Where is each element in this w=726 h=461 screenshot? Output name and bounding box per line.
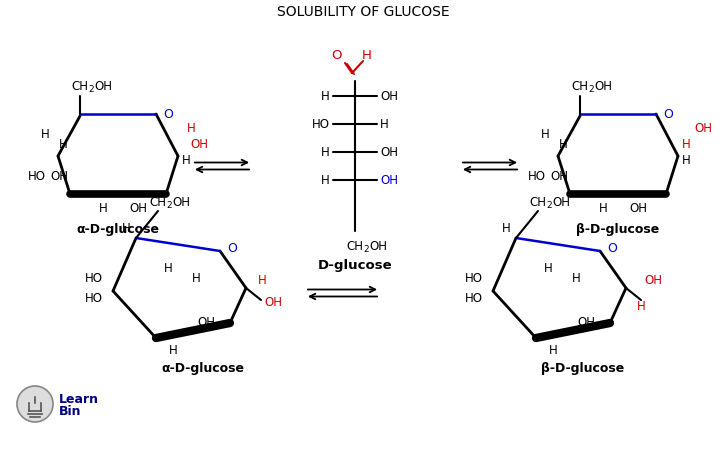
- Text: OH: OH: [129, 201, 147, 214]
- Text: 2: 2: [546, 201, 552, 209]
- Text: OH: OH: [172, 195, 190, 208]
- Text: H: H: [192, 272, 200, 284]
- Text: α-D-glucose: α-D-glucose: [76, 223, 160, 236]
- Text: OH: OH: [550, 170, 568, 183]
- Text: H: H: [59, 137, 68, 150]
- Text: HO: HO: [312, 118, 330, 130]
- Text: α-D-glucose: α-D-glucose: [161, 361, 245, 374]
- Text: H: H: [258, 273, 266, 286]
- Text: H: H: [182, 154, 190, 167]
- Text: O: O: [663, 107, 673, 120]
- Text: CH: CH: [529, 195, 547, 208]
- Text: CH: CH: [571, 81, 589, 94]
- Text: OH: OH: [197, 317, 215, 330]
- Text: H: H: [541, 128, 550, 141]
- Text: H: H: [682, 137, 690, 150]
- Text: HO: HO: [528, 170, 546, 183]
- Text: H: H: [502, 221, 510, 235]
- Text: OH: OH: [644, 273, 662, 286]
- Text: HO: HO: [465, 272, 483, 285]
- Text: HO: HO: [85, 292, 103, 306]
- Text: O: O: [227, 242, 237, 255]
- Text: H: H: [544, 261, 552, 274]
- Text: 2: 2: [363, 244, 369, 254]
- Text: H: H: [571, 272, 580, 284]
- Text: OH: OH: [577, 317, 595, 330]
- Text: CH: CH: [346, 240, 364, 253]
- Text: OH: OH: [629, 201, 647, 214]
- Text: O: O: [332, 49, 342, 63]
- Text: H: H: [549, 344, 558, 357]
- Text: CH: CH: [150, 195, 166, 208]
- Text: H: H: [168, 344, 177, 357]
- Text: D-glucose: D-glucose: [318, 260, 392, 272]
- Text: O: O: [607, 242, 617, 255]
- Text: H: H: [599, 201, 608, 214]
- Text: β-D-glucose: β-D-glucose: [576, 223, 660, 236]
- Text: H: H: [187, 122, 195, 135]
- Text: OH: OH: [190, 137, 208, 150]
- Text: H: H: [41, 128, 49, 141]
- Text: H: H: [362, 49, 372, 63]
- Text: OH: OH: [552, 195, 570, 208]
- Text: H: H: [321, 89, 330, 102]
- Text: HO: HO: [465, 292, 483, 306]
- Text: H: H: [163, 261, 172, 274]
- Text: OH: OH: [380, 89, 398, 102]
- Circle shape: [17, 386, 53, 422]
- Text: H: H: [682, 154, 690, 167]
- Text: OH: OH: [264, 296, 282, 309]
- Text: Bin: Bin: [59, 404, 81, 418]
- Text: 2: 2: [88, 85, 94, 95]
- Text: OH: OH: [50, 170, 68, 183]
- Text: H: H: [321, 146, 330, 159]
- Text: 2: 2: [166, 201, 171, 209]
- Text: Learn: Learn: [59, 392, 99, 406]
- Text: H: H: [637, 300, 645, 313]
- Text: H: H: [380, 118, 388, 130]
- Text: OH: OH: [594, 81, 612, 94]
- Text: OH: OH: [369, 240, 387, 253]
- Text: SOLUBILITY OF GLUCOSE: SOLUBILITY OF GLUCOSE: [277, 5, 449, 19]
- Text: O: O: [163, 107, 173, 120]
- Text: β-D-glucose: β-D-glucose: [542, 361, 624, 374]
- Text: OH: OH: [380, 146, 398, 159]
- Text: OH: OH: [694, 122, 712, 135]
- Text: H: H: [99, 201, 107, 214]
- Text: 2: 2: [588, 85, 594, 95]
- Text: OH: OH: [94, 81, 112, 94]
- Text: H: H: [122, 221, 131, 235]
- Text: CH: CH: [71, 81, 89, 94]
- Text: HO: HO: [28, 170, 46, 183]
- Text: HO: HO: [85, 272, 103, 285]
- Text: H: H: [321, 173, 330, 187]
- Text: OH: OH: [380, 173, 398, 187]
- Text: H: H: [558, 137, 568, 150]
